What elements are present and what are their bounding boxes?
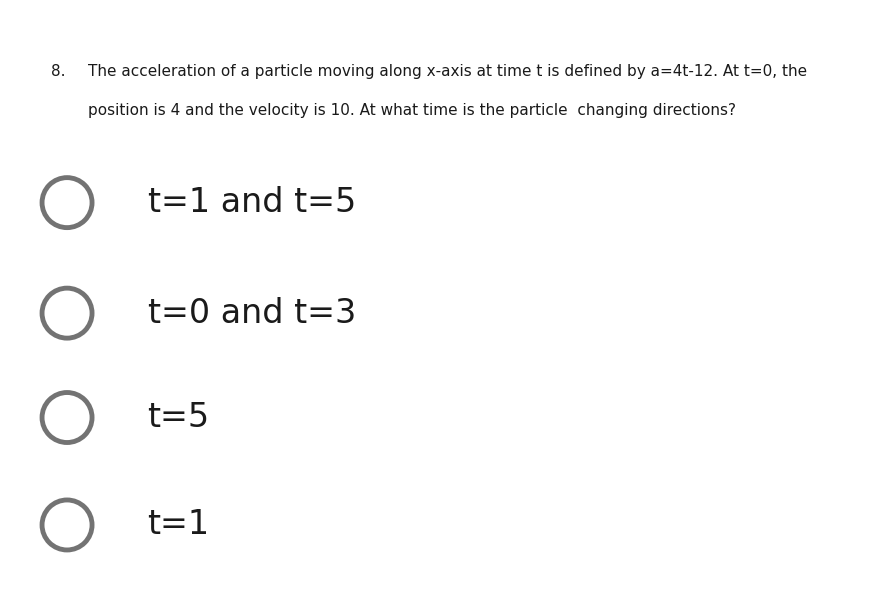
Text: The acceleration of a particle moving along x-axis at time t is defined by a=4t-: The acceleration of a particle moving al… <box>88 64 806 79</box>
Text: t=5: t=5 <box>148 401 209 434</box>
Text: position is 4 and the velocity is 10. At what time is the particle  changing dir: position is 4 and the velocity is 10. At… <box>88 103 736 117</box>
Text: t=1: t=1 <box>148 508 209 542</box>
Text: t=0 and t=3: t=0 and t=3 <box>148 297 356 330</box>
Text: 8.: 8. <box>51 64 65 79</box>
Text: t=1 and t=5: t=1 and t=5 <box>148 186 356 219</box>
